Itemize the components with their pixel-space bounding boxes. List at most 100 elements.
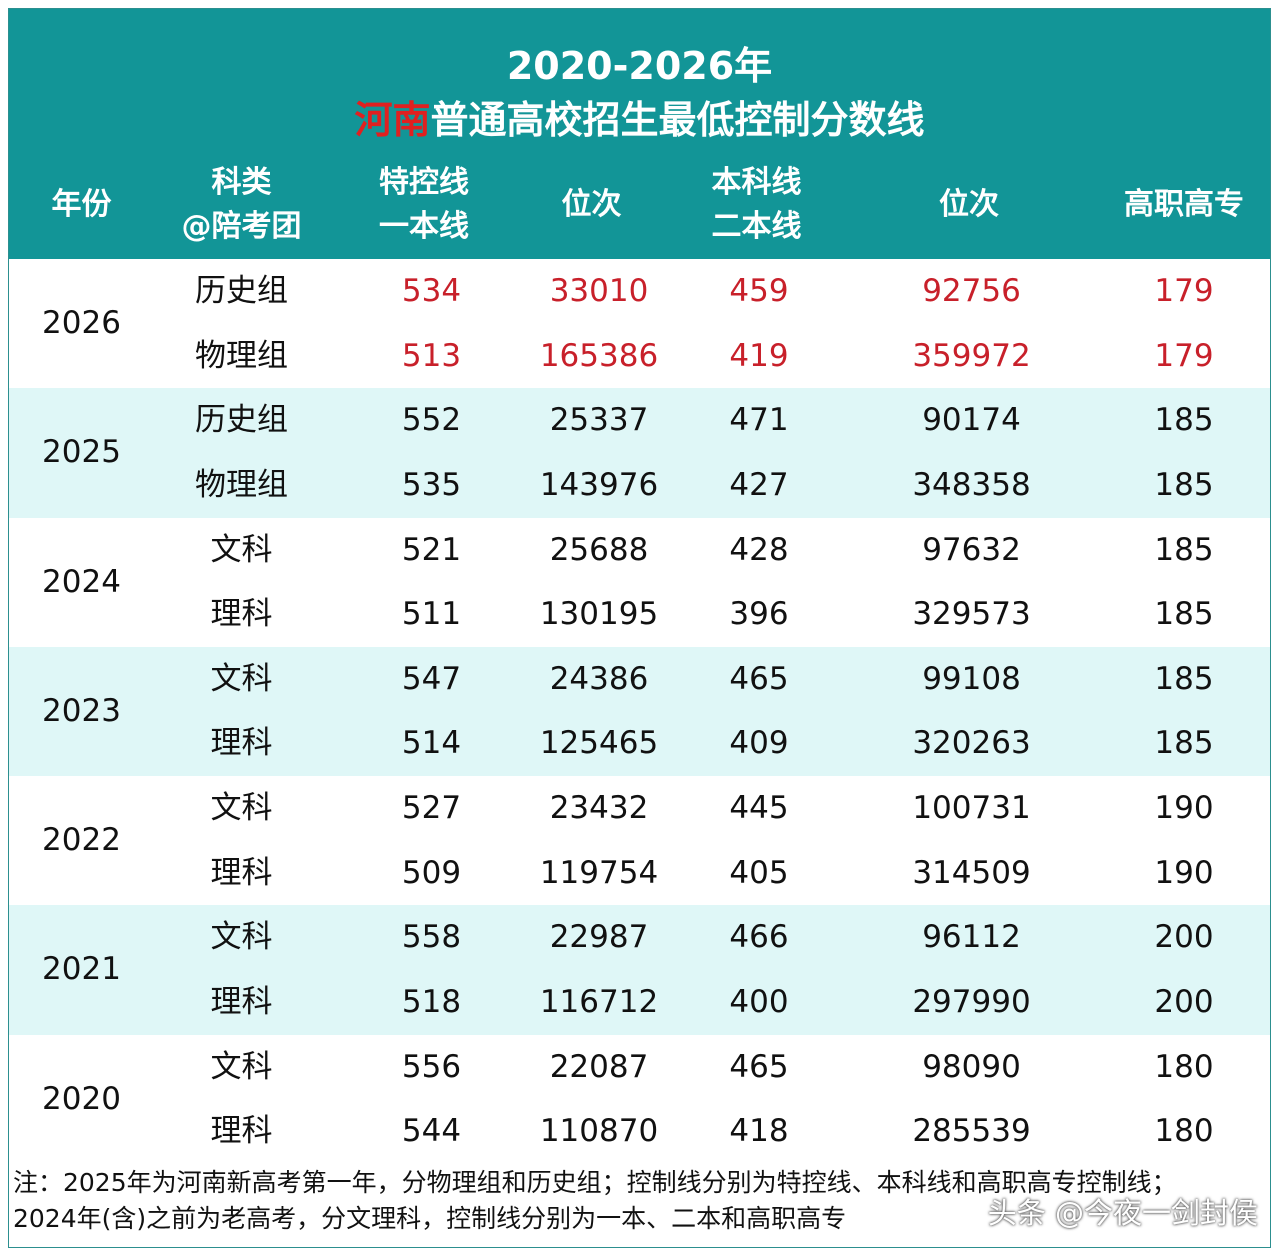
score-table: 2020-2026年 河南普通高校招生最低控制分数线 年份 科类 @陪考团 特控线… (8, 8, 1271, 1248)
rank1-cell: 125465 (539, 725, 659, 762)
tekong-cell: 509 (401, 854, 462, 891)
benke-cell: 396 (729, 596, 789, 633)
rank2-cell: 320263 (912, 725, 1031, 762)
tekong-cell: 511 (401, 596, 462, 633)
tekong-cell: 544 (401, 1113, 462, 1150)
category-cell: 文科 (210, 1048, 273, 1085)
rank1-cell: 23432 (549, 790, 649, 827)
category-cell: 物理组 (195, 466, 288, 503)
rank2-cell: 359972 (912, 337, 1031, 374)
category-cell: 理科 (210, 854, 273, 891)
footnote-line2: 2024年(含)之前为老高考，分文理科，控制线分别为一本、二本和高职高专 (13, 1204, 847, 1233)
rank2-cell: 297990 (912, 984, 1031, 1021)
year-cell: 2022 (42, 822, 121, 859)
col-header-gaozhi: 高职高专 (1099, 159, 1269, 251)
benke-cell: 471 (729, 402, 789, 439)
table-body: 2026 历史组 534 33010 459 92756 179 物理组 513 165386 41… (9, 259, 1270, 1164)
tekong-cell: 518 (401, 984, 462, 1021)
rank1-cell: 130195 (539, 596, 659, 633)
category-cell: 理科 (210, 725, 273, 762)
tekong-cell: 558 (401, 919, 462, 956)
tekong-cell: 552 (401, 402, 462, 439)
table-header: 2020-2026年 河南普通高校招生最低控制分数线 年份 科类 @陪考团 特控线… (9, 9, 1270, 259)
gaozhi-cell: 190 (1154, 854, 1214, 891)
rank2-cell: 97632 (922, 531, 1021, 568)
category-cell: 理科 (210, 1113, 273, 1150)
year-cell: 2023 (42, 692, 121, 729)
rank2-cell: 99108 (922, 660, 1021, 697)
category-cell: 历史组 (195, 402, 288, 439)
category-cell: 物理组 (195, 337, 288, 374)
rank2-cell: 100731 (912, 790, 1031, 827)
page-title: 2020-2026年 (506, 44, 773, 88)
rank1-cell: 116712 (539, 984, 659, 1021)
tekong-cell: 514 (401, 725, 462, 762)
category-cell: 文科 (210, 790, 273, 827)
year-group: 2023 文科 547 24386 465 99108 185 理科 514 125465 409 3… (9, 646, 1270, 777)
rank2-cell: 98090 (922, 1048, 1021, 1085)
col-header-benke-sub: 二本线 (711, 209, 802, 244)
tekong-cell: 527 (401, 790, 462, 827)
benke-cell: 428 (729, 531, 789, 568)
gaozhi-cell: 185 (1154, 660, 1214, 697)
rank2-cell: 285539 (912, 1113, 1031, 1150)
footnote: 注：2025年为河南新高考第一年，分物理组和历史组；控制线分别为特控线、本科线和… (13, 1165, 1263, 1237)
rank1-cell: 22987 (549, 919, 649, 956)
tekong-cell: 534 (401, 273, 462, 309)
col-header-category-sub: @陪考团 (181, 209, 302, 244)
footnote-line1: 注：2025年为河南新高考第一年，分物理组和历史组；控制线分别为特控线、本科线和… (13, 1168, 1177, 1197)
gaozhi-cell: 179 (1154, 273, 1214, 309)
benke-cell: 465 (729, 660, 789, 697)
benke-cell: 445 (729, 790, 789, 827)
year-cell: 2026 (42, 305, 121, 341)
col-header-year: 年份 (9, 159, 154, 251)
gaozhi-cell: 200 (1154, 919, 1214, 956)
col-header-rank2-label: 位次 (939, 187, 999, 222)
year-group: 2026 历史组 534 33010 459 92756 179 物理组 513 165386 41… (9, 259, 1270, 388)
benke-cell: 418 (729, 1113, 789, 1150)
page-subtitle: 河南普通高校招生最低控制分数线 (9, 89, 1270, 144)
col-header-rank1-label: 位次 (561, 187, 622, 222)
rank1-cell: 22087 (549, 1048, 649, 1085)
col-header-rank1: 位次 (509, 159, 674, 251)
benke-cell: 405 (729, 854, 789, 891)
province-highlight: 河南 (354, 98, 431, 142)
year-group: 2022 文科 527 23432 445 100731 190 理科 509 119754 405… (9, 776, 1270, 905)
rank2-cell: 92756 (922, 273, 1021, 309)
category-cell: 历史组 (195, 273, 288, 309)
tekong-cell: 547 (401, 660, 462, 697)
year-group: 2021 文科 558 22987 466 96112 200 理科 518 116712 400 2… (9, 905, 1270, 1035)
rank1-cell: 119754 (539, 854, 659, 891)
col-header-tekong-sub: 一本线 (379, 209, 469, 244)
year-cell: 2025 (42, 434, 121, 471)
gaozhi-cell: 185 (1154, 402, 1214, 439)
rank2-cell: 329573 (912, 596, 1031, 633)
benke-cell: 400 (729, 984, 789, 1021)
col-header-tekong-label: 特控线 (379, 165, 469, 200)
col-header-category-label: 科类 (211, 165, 272, 200)
col-header-benke-label: 本科线 (711, 165, 802, 200)
category-cell: 理科 (210, 984, 273, 1021)
col-header-gaozhi-label: 高职高专 (1124, 187, 1244, 222)
col-header-rank2: 位次 (839, 159, 1099, 251)
gaozhi-cell: 190 (1154, 790, 1214, 827)
category-cell: 理科 (210, 596, 273, 633)
rank1-cell: 33010 (549, 273, 649, 309)
benke-cell: 466 (729, 919, 789, 956)
rank2-cell: 90174 (922, 402, 1021, 439)
tekong-cell: 556 (401, 1048, 462, 1085)
rank2-cell: 314509 (912, 854, 1031, 891)
year-cell: 2020 (42, 1080, 121, 1117)
rank1-cell: 25337 (549, 402, 649, 439)
gaozhi-cell: 185 (1154, 466, 1214, 503)
benke-cell: 459 (729, 273, 789, 309)
col-header-year-label: 年份 (51, 187, 112, 222)
tekong-cell: 535 (401, 466, 462, 503)
rank1-cell: 25688 (549, 531, 649, 568)
rank1-cell: 110870 (539, 1113, 659, 1150)
year-group: 2025 历史组 552 25337 471 90174 185 物理组 535 143976 42… (9, 388, 1270, 518)
gaozhi-cell: 180 (1154, 1048, 1214, 1085)
benke-cell: 419 (729, 337, 789, 374)
tekong-cell: 521 (401, 531, 462, 568)
rank1-cell: 24386 (549, 660, 649, 697)
